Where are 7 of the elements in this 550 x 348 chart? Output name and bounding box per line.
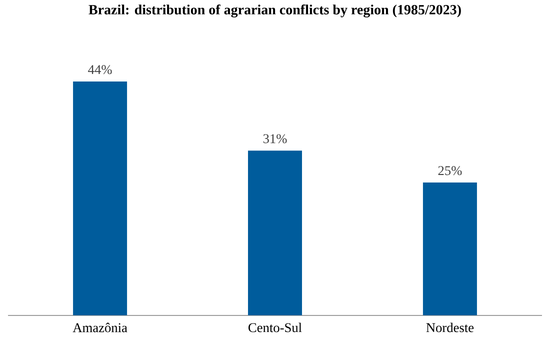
x-tick-label: Amazônia xyxy=(72,322,128,332)
chart-title: Brazil: distribution of agrarian conflicts by region (1985/2023) xyxy=(88,4,461,18)
data-label: 31% xyxy=(263,134,287,144)
data-label: 44% xyxy=(88,64,112,74)
x-tick-label: Cento-Sul xyxy=(248,322,302,332)
x-tick-label: Nordeste xyxy=(426,322,474,332)
data-label: 25% xyxy=(438,166,462,175)
